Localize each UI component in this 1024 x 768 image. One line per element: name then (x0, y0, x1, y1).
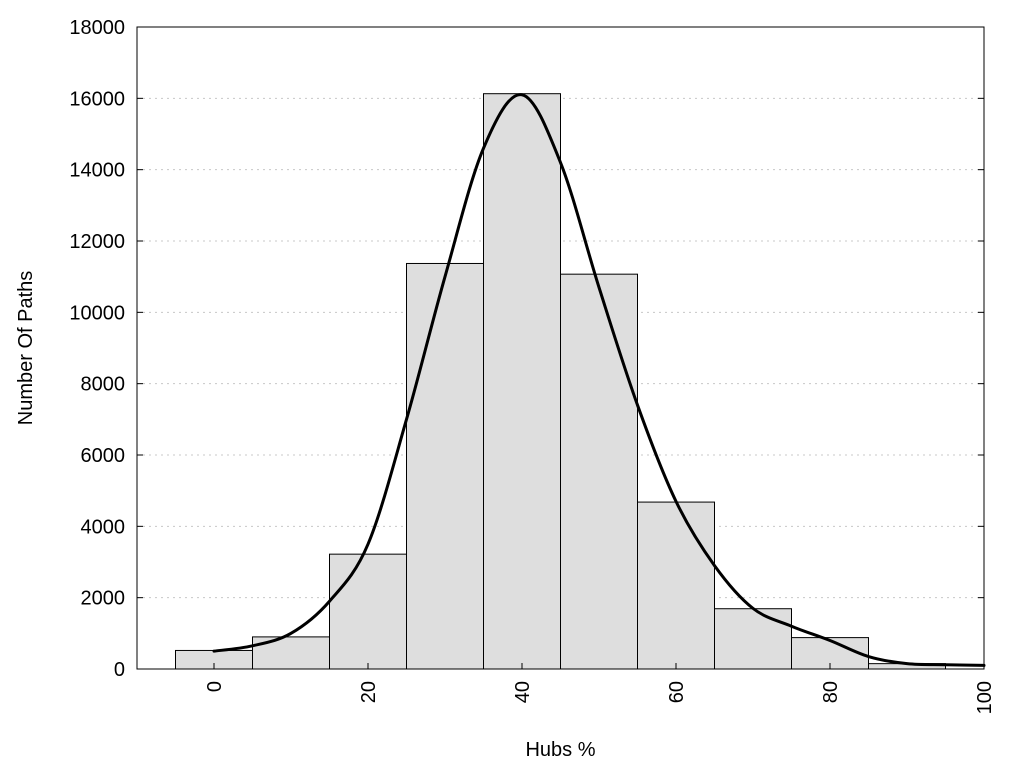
histogram-bar (714, 608, 792, 670)
y-tick-label: 18000 (69, 17, 125, 39)
plot-frame (136, 26, 985, 670)
density-curve (212, 93, 986, 667)
y-tick-label: 14000 (69, 160, 125, 182)
y-tick-label: 10000 (69, 302, 125, 324)
bars-layer (175, 93, 946, 670)
y-tick-label: 0 (114, 659, 125, 681)
x-tick-label: 60 (666, 681, 688, 703)
y-axis: 0 2000 4000 6000 8000 10000 12000 14000 16000 180… (69, 17, 984, 681)
histogram-bar (483, 93, 561, 670)
x-axis-title: Hubs % (525, 739, 595, 761)
x-tick-label: 40 (512, 681, 534, 703)
x-tick-label: 20 (358, 681, 380, 703)
histogram-bar (560, 273, 638, 670)
x-axis: 0 20 40 60 80 100 (204, 663, 996, 714)
curve-layer (212, 93, 986, 667)
y-tick-label: 4000 (81, 516, 126, 538)
histogram-bar (637, 501, 715, 670)
histogram-bar (406, 262, 484, 670)
y-tick-label: 8000 (81, 374, 126, 396)
x-tick-label: 0 (204, 681, 226, 692)
y-tick-label: 6000 (81, 445, 126, 467)
x-tick-label: 80 (820, 681, 842, 703)
y-tick-label: 16000 (69, 88, 125, 110)
y-tick-label: 2000 (81, 588, 126, 610)
histogram-bar (329, 553, 407, 670)
y-tick-label: 12000 (69, 231, 125, 253)
y-axis-title: Number Of Paths (15, 271, 37, 426)
x-tick-label: 100 (974, 681, 996, 714)
